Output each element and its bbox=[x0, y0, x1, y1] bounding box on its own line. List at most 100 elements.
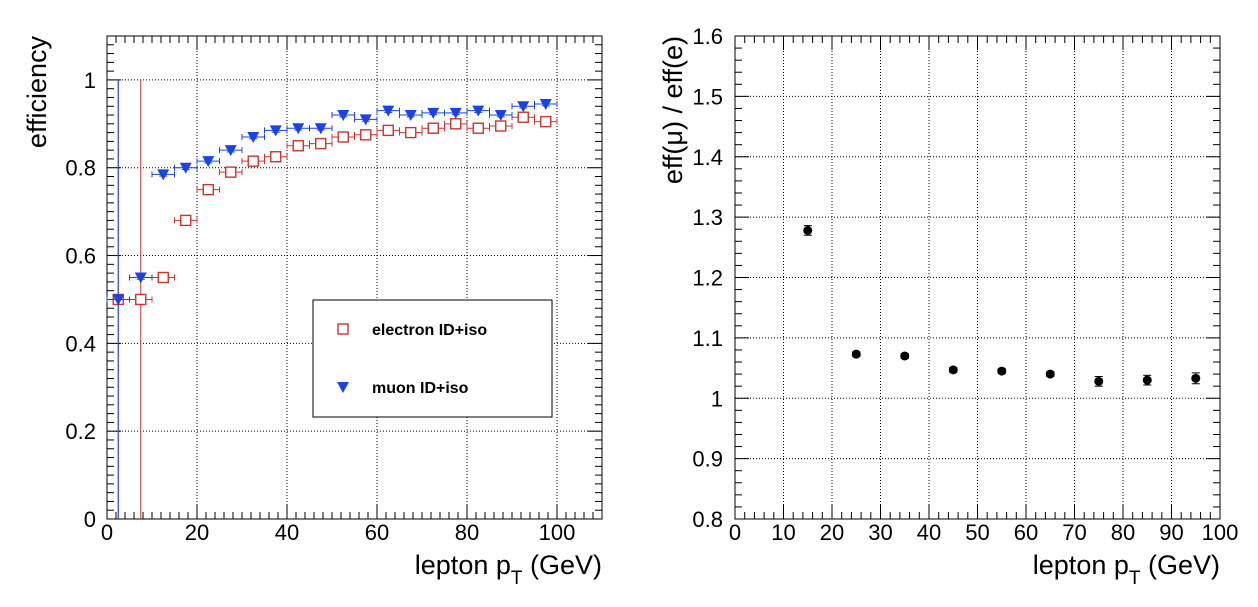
data-point bbox=[202, 156, 215, 168]
x-axis-title-subscript: T bbox=[511, 568, 523, 589]
data-point bbox=[382, 105, 395, 117]
data-point bbox=[224, 145, 237, 157]
x-tick-label: 10 bbox=[771, 520, 795, 545]
x-tick-label: 60 bbox=[1014, 520, 1038, 545]
data-point bbox=[472, 122, 484, 134]
data-point bbox=[517, 111, 529, 123]
y-tick-label: 1.4 bbox=[692, 145, 723, 170]
plot-frame bbox=[106, 35, 603, 520]
data-point bbox=[112, 294, 125, 306]
data-point bbox=[494, 110, 507, 122]
y-tick-label: 0.2 bbox=[65, 419, 96, 444]
y-axis-title: efficiency bbox=[22, 36, 52, 149]
data-point bbox=[405, 126, 417, 139]
legend-box bbox=[312, 299, 553, 418]
data-point bbox=[292, 140, 304, 152]
y-tick-label: 1.5 bbox=[692, 84, 723, 109]
data-point bbox=[157, 271, 169, 284]
y-tick-label: 1.6 bbox=[692, 24, 723, 49]
data-point bbox=[337, 131, 349, 143]
data-point bbox=[404, 110, 417, 122]
efficiency-panel: 0 20 40 60 80 100 0 0.2 0.4 0.6 0.8 1 lepton pT (GeV… bbox=[22, 35, 603, 589]
data-point bbox=[803, 225, 813, 235]
series-muon bbox=[106, 79, 558, 519]
legend-label: electron ID+iso bbox=[372, 322, 487, 339]
y-tick-label: 0.9 bbox=[692, 447, 723, 472]
data-point bbox=[427, 107, 440, 119]
data-point bbox=[292, 123, 305, 135]
data-point bbox=[1045, 369, 1055, 379]
y-tick-label: 1.3 bbox=[692, 205, 723, 230]
data-point bbox=[135, 293, 147, 306]
x-tick-label: 20 bbox=[185, 520, 209, 545]
y-tick-label: 0.8 bbox=[692, 507, 723, 532]
x-tick-label: 40 bbox=[275, 520, 299, 545]
y-tick-label: 1 bbox=[84, 68, 96, 93]
data-point bbox=[472, 105, 485, 117]
data-point bbox=[1191, 373, 1201, 383]
x-axis-title-main: lepton p bbox=[415, 550, 511, 580]
data-point bbox=[360, 129, 372, 141]
data-point bbox=[179, 162, 192, 174]
data-point bbox=[450, 118, 462, 130]
data-point bbox=[247, 155, 259, 167]
x-tick-label: 0 bbox=[729, 520, 741, 545]
x-tick-label: 70 bbox=[1062, 520, 1086, 545]
legend: electron ID+iso muon ID+iso bbox=[312, 299, 553, 418]
data-point bbox=[540, 115, 552, 128]
x-tick-label: 30 bbox=[868, 520, 892, 545]
y-tick-label: 0.4 bbox=[65, 331, 96, 356]
data-point bbox=[427, 122, 439, 134]
data-point bbox=[1142, 375, 1152, 385]
data-point bbox=[337, 110, 350, 122]
data-point bbox=[270, 151, 282, 163]
x-tick-label: 50 bbox=[965, 520, 989, 545]
data-point bbox=[269, 125, 282, 137]
data-point bbox=[948, 365, 958, 375]
x-axis-title: lepton pT (GeV) bbox=[415, 550, 602, 589]
ratio-panel: 0 10 20 30 40 50 60 70 80 90 100 0.8 0.9 1 1.1 1.2 1.3 1.… bbox=[658, 24, 1238, 589]
x-tick-label: 60 bbox=[365, 520, 389, 545]
series-electron bbox=[106, 79, 558, 519]
data-point bbox=[314, 123, 327, 135]
y-axis-title: eff(μ) / eff(e) bbox=[658, 36, 688, 184]
data-point bbox=[225, 166, 237, 178]
y-tick-label: 1.2 bbox=[692, 266, 723, 291]
y-tick-label: 1.1 bbox=[692, 326, 723, 351]
x-axis-title-unit: (GeV) bbox=[522, 550, 602, 580]
data-point bbox=[900, 351, 910, 361]
data-point bbox=[359, 114, 372, 126]
y-tick-label: 0 bbox=[84, 507, 96, 532]
x-tick-label: 80 bbox=[1111, 520, 1135, 545]
data-point bbox=[517, 101, 530, 113]
x-axis-title-subscript: T bbox=[1129, 568, 1141, 589]
data-point bbox=[315, 137, 327, 150]
y-tick-label: 0.8 bbox=[65, 156, 96, 181]
y-tick-label: 0.6 bbox=[65, 244, 96, 269]
data-point bbox=[1094, 376, 1104, 386]
x-tick-label: 40 bbox=[917, 520, 941, 545]
data-point bbox=[202, 183, 214, 196]
x-tick-label: 90 bbox=[1159, 520, 1183, 545]
x-tick-label: 100 bbox=[539, 520, 576, 545]
x-tick-label: 0 bbox=[101, 520, 113, 545]
legend-marker-muon bbox=[337, 382, 349, 393]
data-point bbox=[449, 107, 462, 119]
data-point bbox=[495, 120, 507, 132]
x-tick-label: 100 bbox=[1202, 520, 1239, 545]
legend-label: muon ID+iso bbox=[372, 380, 469, 397]
data-point bbox=[539, 99, 552, 111]
x-tick-label: 80 bbox=[455, 520, 479, 545]
series-ratio bbox=[803, 225, 1201, 387]
x-axis-title: lepton pT (GeV) bbox=[1033, 550, 1220, 589]
data-point bbox=[997, 366, 1007, 376]
data-point bbox=[382, 124, 394, 137]
x-axis-title-unit: (GeV) bbox=[1140, 550, 1220, 580]
legend-marker-electron bbox=[337, 323, 349, 335]
data-point bbox=[134, 272, 147, 284]
data-point bbox=[851, 349, 861, 359]
y-tick-label: 1 bbox=[711, 386, 723, 411]
data-point bbox=[157, 169, 170, 181]
